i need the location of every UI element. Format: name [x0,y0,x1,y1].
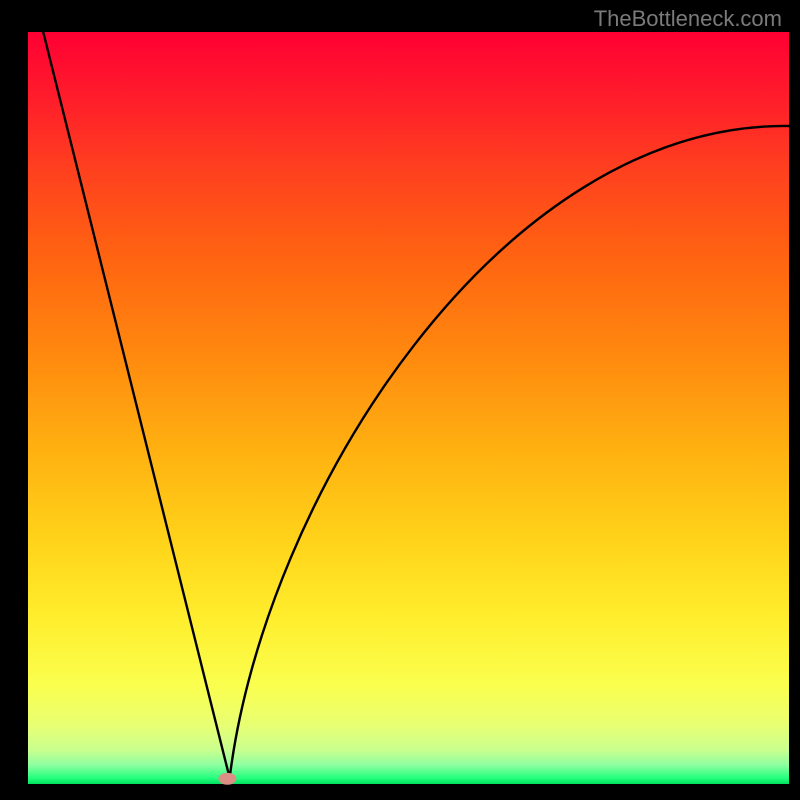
optimal-point-marker [218,773,236,785]
bottleneck-chart: TheBottleneck.com [0,0,800,800]
source-attribution: TheBottleneck.com [594,6,782,31]
